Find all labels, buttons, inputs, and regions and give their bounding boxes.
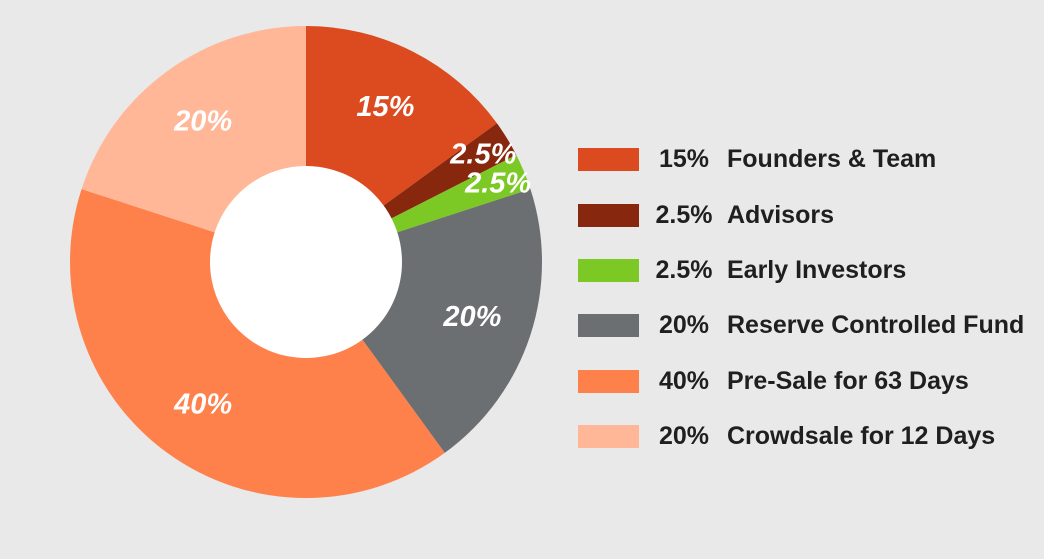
slice-value-label: 20% — [442, 301, 501, 333]
legend-item-reserve-fund: 20% Reserve Controlled Fund — [578, 298, 1024, 353]
slice-value-label: 20% — [173, 105, 232, 137]
legend-item-crowdsale: 20% Crowdsale for 12 Days — [578, 409, 1024, 464]
legend-label: Reserve Controlled Fund — [727, 311, 1025, 340]
legend-percent: 20% — [658, 311, 710, 340]
legend-percent: 20% — [658, 422, 710, 451]
slice-value-label: 40% — [173, 389, 232, 421]
legend-swatch — [578, 369, 639, 393]
slice-value-label: 2.5% — [464, 167, 531, 199]
legend-item-early-investors: 2.5% Early Investors — [578, 243, 1024, 298]
legend-swatch — [578, 314, 639, 338]
legend-label: Pre-Sale for 63 Days — [727, 366, 969, 395]
legend-label: Crowdsale for 12 Days — [727, 422, 996, 451]
legend-swatch — [578, 258, 639, 282]
legend-swatch — [578, 203, 639, 227]
legend-swatch — [578, 425, 639, 449]
legend-label: Advisors — [727, 200, 834, 229]
legend-item-advisors: 2.5% Advisors — [578, 187, 1024, 242]
donut-hole — [210, 166, 402, 358]
legend: 15% Founders & Team 2.5% Advisors 2.5% E… — [578, 132, 1024, 464]
legend-item-pre-sale: 40% Pre-Sale for 63 Days — [578, 354, 1024, 409]
legend-percent: 2.5% — [655, 200, 713, 229]
legend-label: Founders & Team — [727, 145, 937, 174]
slice-value-label: 15% — [356, 91, 414, 123]
slice-labels: 15% 2.5%2.5% 20% 40% 20% — [173, 91, 531, 421]
legend-percent: 40% — [658, 366, 710, 395]
legend-label: Early Investors — [727, 255, 907, 284]
slice-value-label: 2.5% — [449, 138, 516, 170]
legend-item-founders: 15% Founders & Team — [578, 132, 1024, 187]
legend-swatch — [578, 148, 639, 172]
legend-percent: 2.5% — [655, 255, 713, 284]
legend-percent: 15% — [658, 145, 710, 174]
